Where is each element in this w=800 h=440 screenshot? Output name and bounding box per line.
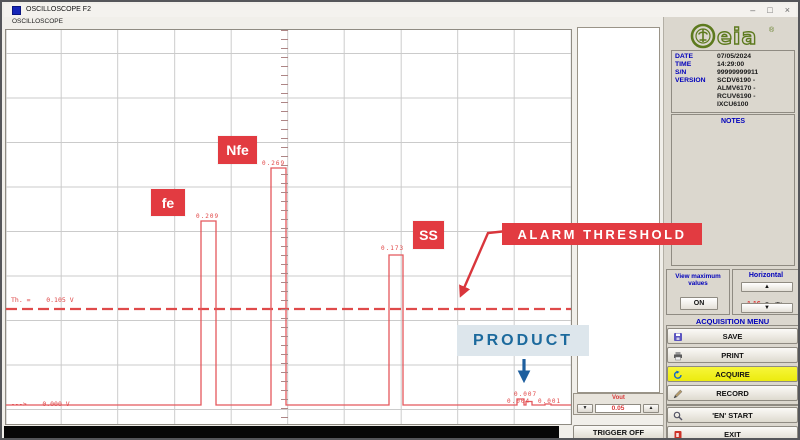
acquisition-button-group bbox=[666, 325, 798, 405]
baseline-arrow: ---> bbox=[11, 400, 27, 408]
peak-value-fe: 0.209 bbox=[196, 213, 220, 220]
info-row-version3: RCUV6190 - bbox=[675, 93, 791, 101]
print-button-label: PRINT bbox=[721, 350, 744, 360]
tag-fe: fe bbox=[151, 189, 185, 216]
signal-trace bbox=[6, 167, 571, 406]
threshold-label: Th. = bbox=[11, 296, 31, 304]
pencil-icon bbox=[673, 389, 683, 399]
maximize-icon[interactable]: □ bbox=[767, 5, 773, 15]
info-row-sn: S/N 99999999911 bbox=[675, 69, 791, 77]
floppy-icon bbox=[674, 333, 682, 341]
view-max-label: View maximum values bbox=[675, 273, 721, 287]
threshold-value: 0.105 V bbox=[46, 296, 74, 304]
product-value-3: 0.001 bbox=[538, 398, 562, 405]
date-value: 07/05/2024 bbox=[717, 53, 752, 60]
version-value-3: RCUV6190 - bbox=[717, 93, 756, 100]
baseline-readout: ---> 0.000 V bbox=[11, 400, 70, 408]
time-value: 14:29:00 bbox=[717, 61, 745, 68]
title-bar: OSCILLOSCOPE F2 – □ × bbox=[4, 4, 796, 17]
record-button[interactable]: RECORD bbox=[667, 385, 798, 401]
acquire-button[interactable]: ACQUIRE bbox=[667, 366, 798, 382]
horizontal-group: Horizontal ▲ 1.16 Sec/Div ▼ bbox=[732, 269, 798, 315]
waveform-plot bbox=[6, 167, 571, 406]
magnifier-icon bbox=[673, 411, 683, 421]
en-start-button[interactable]: 'EN' START bbox=[667, 407, 798, 423]
info-row-version4: IXCU6100 bbox=[675, 101, 791, 109]
menu-bar: OSCILLOSCOPE bbox=[4, 17, 796, 29]
ceia-logo: eia ® bbox=[664, 20, 798, 52]
exit-button[interactable]: EXIT bbox=[667, 426, 798, 439]
tag-ss: SS bbox=[413, 221, 444, 249]
window-title: OSCILLOSCOPE F2 bbox=[26, 6, 91, 13]
peak-value-nfe: 0.269 bbox=[262, 160, 286, 167]
status-bar bbox=[4, 426, 559, 438]
save-button-label: SAVE bbox=[722, 331, 743, 341]
notes-box: NOTES bbox=[671, 114, 795, 266]
version-value-4: IXCU6100 bbox=[717, 101, 749, 108]
vout-increase-button[interactable]: ▲ bbox=[643, 404, 659, 413]
trigger-off-button[interactable]: TRIGGER OFF bbox=[573, 425, 664, 438]
close-icon[interactable]: × bbox=[784, 5, 790, 15]
acquisition-menu-title: ACQUISITION MENU bbox=[695, 317, 770, 326]
threshold-readout: Th. = 0.105 V bbox=[11, 296, 74, 304]
alarm-threshold-banner: ALARM THRESHOLD bbox=[502, 223, 702, 245]
save-button[interactable]: SAVE bbox=[667, 328, 798, 344]
app-icon bbox=[12, 6, 21, 15]
device-info-box: DATE 07/05/2024 TIME 14:29:00 S/N 999999… bbox=[671, 50, 795, 113]
exit-button-label: EXIT bbox=[724, 429, 741, 439]
tag-nfe: Nfe bbox=[218, 136, 257, 164]
vout-value-field[interactable]: 0.05 bbox=[595, 404, 641, 413]
print-button[interactable]: PRINT bbox=[667, 347, 798, 363]
info-row-version: VERSION SCDV6190 - bbox=[675, 77, 791, 85]
info-row-date: DATE 07/05/2024 bbox=[675, 53, 791, 61]
minimize-icon[interactable]: – bbox=[750, 5, 756, 15]
date-label: DATE bbox=[675, 53, 693, 60]
printer-icon bbox=[674, 352, 682, 361]
en-start-button-label: 'EN' START bbox=[712, 410, 753, 420]
baseline-value: 0.000 V bbox=[42, 400, 70, 408]
notes-label: NOTES bbox=[720, 118, 746, 125]
horizontal-increase-button[interactable]: ▲ bbox=[741, 282, 793, 292]
secondary-display bbox=[577, 27, 660, 393]
session-button-group bbox=[666, 405, 798, 438]
record-button-label: RECORD bbox=[716, 388, 749, 398]
info-row-time: TIME 14:29:00 bbox=[675, 61, 791, 69]
ceia-emblem-icon bbox=[690, 23, 715, 49]
vout-decrease-button[interactable]: ▼ bbox=[577, 404, 593, 413]
vout-control: Vout ▼ 0.05 ▲ bbox=[573, 393, 664, 415]
product-value-1: 0.007 bbox=[514, 391, 538, 398]
acquire-button-label: ACQUIRE bbox=[715, 369, 750, 379]
sn-label: S/N bbox=[675, 69, 687, 76]
sn-value: 99999999911 bbox=[717, 69, 759, 76]
view-max-on-button[interactable]: ON bbox=[680, 297, 718, 310]
time-label: TIME bbox=[675, 61, 692, 68]
menu-oscilloscope[interactable]: OSCILLOSCOPE bbox=[12, 18, 63, 25]
exit-icon bbox=[674, 431, 682, 438]
horizontal-decrease-button[interactable]: ▼ bbox=[741, 303, 793, 313]
info-row-version2: ALMV6170 - bbox=[675, 85, 791, 93]
oscilloscope-display: Th. = 0.105 V ---> 0.000 V 0.209 0.269 0… bbox=[5, 29, 572, 425]
horizontal-label: Horizontal bbox=[748, 272, 784, 279]
product-value-2: 0.004 bbox=[507, 398, 531, 405]
version-label: VERSION bbox=[675, 77, 706, 84]
view-max-group: View maximum values ON bbox=[666, 269, 730, 315]
ceia-logo-text: eia bbox=[717, 25, 757, 50]
product-banner: PRODUCT bbox=[457, 325, 589, 356]
peak-value-ss: 0.173 bbox=[381, 245, 405, 252]
ceia-logo-reg: ® bbox=[769, 26, 775, 34]
version-value-2: ALMV6170 - bbox=[717, 85, 756, 92]
refresh-icon bbox=[673, 370, 682, 379]
center-axis-ticks bbox=[281, 30, 288, 424]
vout-label: Vout bbox=[612, 395, 625, 401]
version-value-1: SCDV6190 - bbox=[717, 77, 756, 84]
